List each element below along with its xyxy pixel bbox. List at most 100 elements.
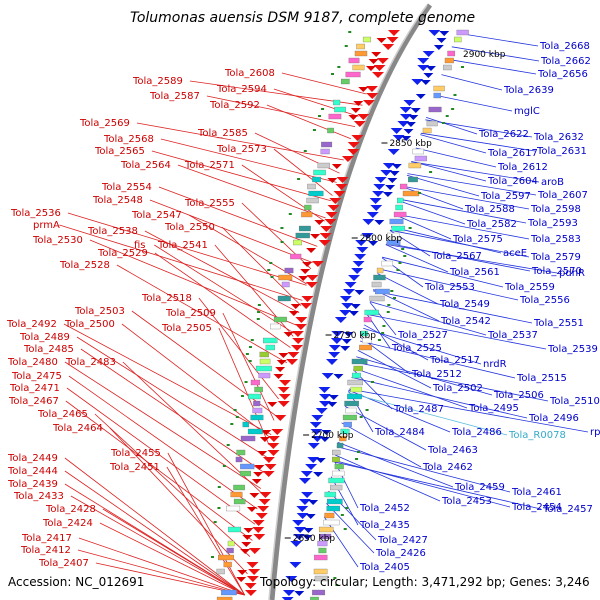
left-gene-label[interactable]: Tola_2489 [19, 332, 70, 343]
right-gene-label[interactable]: Tola_2588 [464, 204, 515, 215]
left-gene-label[interactable]: Tola_2471 [9, 383, 60, 394]
right-gene-label[interactable]: Tola_2583 [530, 234, 581, 245]
left-gene-label[interactable]: Tola_2587 [149, 91, 200, 102]
left-gene-label[interactable]: Tola_2538 [87, 226, 138, 237]
right-gene-label[interactable]: Tola_2579 [530, 252, 581, 263]
right-gene-label[interactable]: Tola_2453 [441, 496, 492, 507]
right-gene-label[interactable]: Tola_2549 [439, 299, 490, 310]
left-gene-label[interactable]: Tola_2564 [120, 160, 171, 171]
left-gene-label[interactable]: Tola_2530 [32, 235, 83, 246]
left-gene-label[interactable]: Tola_2475 [11, 371, 62, 382]
right-gene-label[interactable]: Tola_2556 [519, 295, 570, 306]
right-gene-label[interactable]: Tola_2607 [537, 190, 588, 201]
left-gene-label[interactable]: Tola_2547 [131, 210, 182, 221]
right-gene-label[interactable]: Tola_2582 [466, 219, 517, 230]
right-gene-label[interactable]: nrdR [483, 359, 507, 370]
left-gene-label[interactable]: Tola_2554 [101, 182, 152, 193]
right-gene-label[interactable]: mglC [514, 106, 540, 117]
left-gene-label[interactable]: Tola_2548 [92, 195, 143, 206]
left-gene-label[interactable]: prmA [33, 220, 60, 231]
left-gene-label[interactable]: Tola_2568 [103, 134, 154, 145]
right-gene-label[interactable]: Tola_2452 [359, 503, 410, 514]
right-gene-label[interactable]: Tola_2575 [452, 234, 503, 245]
right-gene-label[interactable]: Tola_2537 [487, 330, 538, 341]
right-gene-label[interactable]: Tola_2426 [375, 548, 426, 559]
left-gene-label[interactable]: Tola_2449 [7, 453, 58, 464]
right-gene-label[interactable]: Tola_2604 [487, 176, 538, 187]
left-gene-label[interactable]: Tola_2608 [224, 68, 275, 79]
left-gene-label[interactable]: Tola_2455 [110, 448, 161, 459]
right-gene-label[interactable]: Tola_2463 [427, 445, 478, 456]
right-gene-label[interactable]: pdhR [559, 268, 585, 279]
right-gene-label[interactable]: Tola_2461 [511, 487, 562, 498]
left-gene-label[interactable]: Tola_2503 [74, 306, 125, 317]
right-gene-label[interactable]: Tola_2617 [487, 148, 538, 159]
left-gene-label[interactable]: Tola_2529 [97, 248, 148, 259]
left-gene-label[interactable]: Tola_2573 [216, 144, 267, 155]
right-gene-label[interactable]: Tola_2527 [397, 330, 448, 341]
right-gene-label[interactable]: Tola_2502 [432, 383, 483, 394]
left-gene-label[interactable]: Tola_2585 [197, 128, 248, 139]
left-gene-label[interactable]: Tola_2509 [165, 308, 216, 319]
left-gene-label[interactable]: Tola_2433 [13, 491, 64, 502]
right-gene-label[interactable]: Tola_2631 [536, 146, 587, 157]
right-gene-label[interactable]: Tola_2517 [429, 355, 480, 366]
right-gene-label[interactable]: aceE [503, 248, 527, 259]
right-gene-label[interactable]: Tola_2435 [359, 520, 410, 531]
right-gene-label[interactable]: Tola_2484 [374, 427, 425, 438]
left-gene-label[interactable]: Tola_2541 [157, 240, 208, 251]
left-gene-label[interactable]: Tola_2518 [141, 293, 192, 304]
left-gene-label[interactable]: Tola_2505 [161, 323, 212, 334]
right-gene-label[interactable]: rpsR [590, 427, 600, 438]
left-gene-label[interactable]: Tola_2594 [216, 84, 267, 95]
right-gene-label[interactable]: Tola_R0078 [508, 430, 566, 441]
left-gene-label[interactable]: Tola_2480 [7, 357, 58, 368]
left-gene-label[interactable]: Tola_2528 [59, 260, 110, 271]
right-gene-label[interactable]: Tola_2512 [411, 369, 462, 380]
right-gene-label[interactable]: Tola_2525 [391, 343, 442, 354]
right-gene-label[interactable]: Tola_2570 [531, 266, 582, 277]
right-gene-label[interactable]: Tola_2551 [533, 318, 584, 329]
left-gene-label[interactable]: Tola_2451 [109, 462, 160, 473]
left-gene-label[interactable]: Tola_2428 [45, 504, 96, 515]
left-gene-label[interactable]: Tola_2467 [8, 396, 59, 407]
right-gene-label[interactable]: Tola_2662 [540, 56, 591, 67]
left-gene-label[interactable]: Tola_2483 [65, 357, 116, 368]
left-gene-label[interactable]: Tola_2536 [10, 208, 61, 219]
left-gene-label[interactable]: Tola_2412 [20, 545, 71, 556]
left-gene-label[interactable]: Tola_2439 [7, 479, 58, 490]
left-gene-label[interactable]: Tola_2571 [184, 160, 235, 171]
right-gene-label[interactable]: Tola_2405 [359, 562, 410, 573]
right-gene-label[interactable]: Tola_2515 [516, 373, 567, 384]
left-gene-label[interactable]: Tola_2465 [37, 409, 88, 420]
right-gene-label[interactable]: Tola_2668 [539, 41, 590, 52]
right-gene-label[interactable]: aroB [541, 177, 564, 188]
right-gene-label[interactable]: Tola_2510 [549, 396, 600, 407]
right-gene-label[interactable]: Tola_2639 [503, 85, 554, 96]
right-gene-label[interactable]: Tola_2593 [527, 218, 578, 229]
right-gene-label[interactable]: Tola_2457 [542, 504, 593, 515]
right-gene-label[interactable]: Tola_2486 [451, 427, 502, 438]
right-gene-label[interactable]: Tola_2597 [480, 191, 531, 202]
left-gene-label[interactable]: Tola_2444 [7, 466, 58, 477]
left-gene-label[interactable]: Tola_2407 [38, 558, 89, 569]
left-gene-label[interactable]: fis [134, 240, 146, 251]
right-gene-label[interactable]: Tola_2598 [530, 204, 581, 215]
right-gene-label[interactable]: Tola_2542 [440, 316, 491, 327]
right-gene-label[interactable]: Tola_2559 [504, 282, 555, 293]
left-gene-label[interactable]: Tola_2569 [79, 118, 130, 129]
right-gene-label[interactable]: Tola_2495 [468, 403, 519, 414]
right-gene-label[interactable]: Tola_2553 [424, 282, 475, 293]
right-gene-label[interactable]: Tola_2496 [528, 413, 579, 424]
right-gene-label[interactable]: Tola_2632 [533, 132, 584, 143]
right-gene-label[interactable]: Tola_2561 [449, 267, 500, 278]
right-gene-label[interactable]: Tola_2567 [431, 251, 482, 262]
left-gene-label[interactable]: Tola_2550 [164, 222, 215, 233]
left-gene-label[interactable]: Tola_2555 [184, 198, 235, 209]
right-gene-label[interactable]: Tola_2454 [511, 502, 562, 513]
right-gene-label[interactable]: Tola_2612 [497, 162, 548, 173]
right-gene-label[interactable]: Tola_2487 [393, 404, 444, 415]
right-gene-label[interactable]: Tola_2539 [547, 344, 598, 355]
left-gene-label[interactable]: Tola_2492 [6, 319, 57, 330]
right-gene-label[interactable]: Tola_2459 [454, 482, 505, 493]
